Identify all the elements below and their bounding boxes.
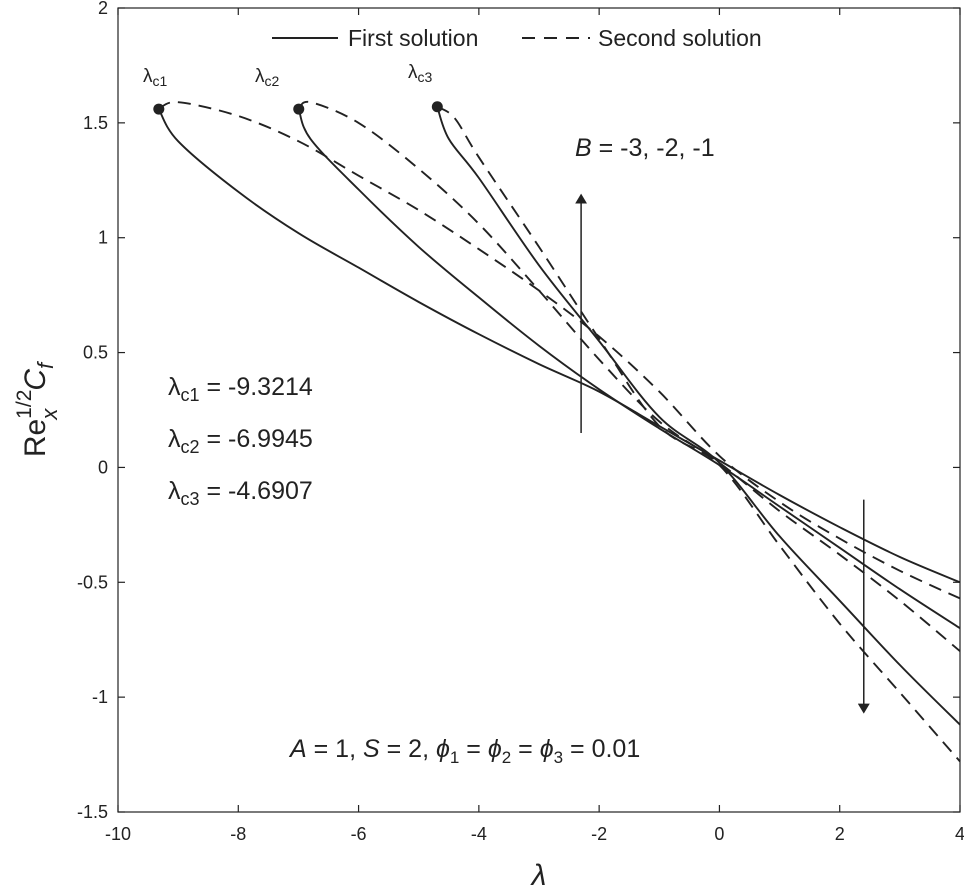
y-tick-label: 1.5 — [83, 113, 108, 133]
x-tick-label: -6 — [351, 824, 367, 844]
plot-frame — [117, 7, 961, 813]
critical-point-c1 — [153, 103, 165, 115]
x-tick-label: -2 — [591, 824, 607, 844]
axis-ticks: -10 -8 -6 -4 -2 0 2 4 -1.5 -1 -0.5 0 0.5 1 1.5 2 — [77, 0, 964, 844]
y-tick-label: 1 — [98, 228, 108, 248]
x-tick-label: -4 — [471, 824, 487, 844]
x-tick-label: 4 — [955, 824, 964, 844]
legend-label-first: First solution — [348, 25, 478, 51]
series-c2-second-solution — [298, 100, 961, 652]
x-tick-label: 0 — [714, 824, 724, 844]
x-axis-label: λ — [530, 859, 547, 887]
series-c3-second-solution — [436, 105, 961, 763]
x-tick-label: -10 — [105, 824, 131, 844]
y-tick-label: -0.5 — [77, 572, 108, 592]
critical-label-c1: λc1 — [143, 66, 168, 89]
y-tick-label: -1.5 — [77, 802, 108, 822]
critical-point-c2 — [293, 103, 305, 115]
svg-text:Re1/2xCf: Re1/2xCf — [13, 360, 62, 457]
critical-value-c2: λc2 = -6.9945 — [168, 425, 313, 457]
series-lines — [157, 100, 961, 763]
params-annotation: A = 1, S = 2, ϕ1 = ϕ2 = ϕ3 = 0.01 — [288, 735, 640, 767]
legend-label-second: Second solution — [598, 25, 762, 51]
x-tick-label: -8 — [230, 824, 246, 844]
x-tick-label: 2 — [835, 824, 845, 844]
y-tick-label: -1 — [92, 687, 108, 707]
series-c1-second-solution — [158, 101, 961, 600]
critical-label-c3: λc3 — [408, 62, 433, 85]
critical-value-c1: λc1 = -9.3214 — [168, 373, 313, 405]
series-c1-first-solution — [157, 108, 961, 584]
series-c2-first-solution — [297, 108, 961, 629]
y-tick-label: 0.5 — [83, 343, 108, 363]
critical-value-c3: λc3 = -4.6907 — [168, 477, 313, 509]
critical-point-c3 — [431, 101, 443, 113]
legend: First solution Second solution — [272, 25, 762, 51]
b-annotation: B = -3, -2, -1 — [575, 134, 715, 162]
y-tick-label: 0 — [98, 457, 108, 477]
critical-label-c2: λc2 — [255, 66, 280, 89]
y-axis-label: Re1/2xCf — [13, 360, 62, 457]
series-c3-first-solution — [436, 106, 961, 726]
direction-arrows — [575, 193, 870, 714]
y-tick-label: 2 — [98, 0, 108, 18]
critical-points — [153, 101, 443, 115]
